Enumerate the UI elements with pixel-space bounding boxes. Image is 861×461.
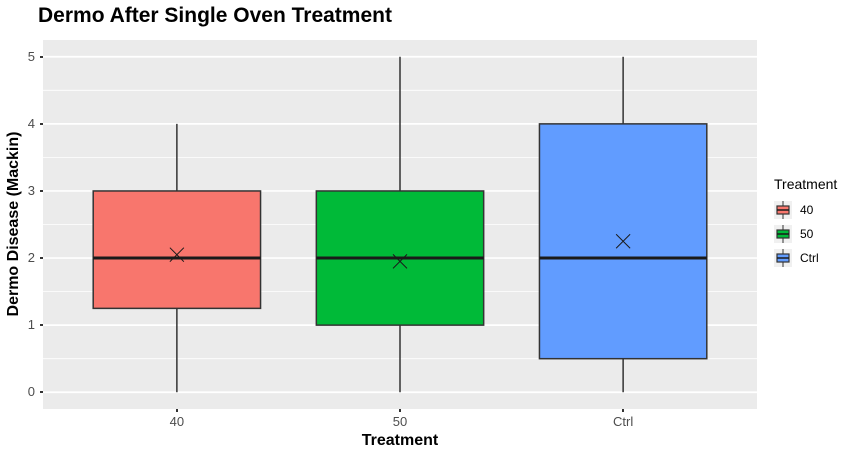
- legend-item-50: 50: [774, 225, 837, 243]
- legend-label: 40: [800, 203, 814, 217]
- boxplot-canvas: [43, 55, 757, 394]
- y-tick-label-1: 1: [27, 317, 35, 333]
- x-tick-label-40: 40: [169, 414, 185, 429]
- mean-marker: [615, 233, 631, 249]
- y-tick-mark: [40, 391, 43, 394]
- legend-item-40: 40: [774, 201, 837, 219]
- legend: Treatment 40 50 Ctrl: [774, 176, 837, 273]
- y-tick-mark: [40, 55, 43, 58]
- y-tick-label-0: 0: [27, 384, 35, 400]
- legend-items: 40 50 Ctrl: [774, 201, 837, 267]
- chart-title: Dermo After Single Oven Treatment: [38, 4, 392, 27]
- legend-key-boxplot-icon: [774, 225, 792, 243]
- legend-key-boxplot-icon: [774, 201, 792, 219]
- x-tick-label-50: 50: [392, 414, 408, 429]
- x-tick-mark: [399, 409, 401, 412]
- y-tick-mark: [40, 122, 43, 125]
- y-tick-label-4: 4: [27, 115, 35, 131]
- legend-item-Ctrl: Ctrl: [774, 249, 837, 267]
- x-axis-title: Treatment: [361, 432, 439, 449]
- x-tick-mark: [175, 409, 178, 412]
- y-axis-title: Dermo Disease (Mackin): [5, 131, 22, 317]
- legend-title: Treatment: [774, 176, 838, 192]
- y-tick-mark: [40, 257, 43, 260]
- mean-marker: [392, 254, 408, 269]
- plot-panel: [43, 40, 757, 409]
- x-tick-mark: [622, 409, 625, 412]
- legend-key-boxplot-icon: [774, 249, 792, 267]
- y-tick-label-3: 3: [27, 182, 35, 198]
- mean-marker: [169, 247, 185, 263]
- legend-label: Ctrl: [800, 251, 819, 265]
- y-tick-label-5: 5: [27, 48, 35, 64]
- y-tick-label-2: 2: [27, 250, 35, 266]
- box-40: [92, 190, 262, 310]
- x-tick-label-Ctrl: Ctrl: [613, 414, 634, 429]
- y-tick-mark: [40, 189, 43, 192]
- y-tick-mark: [40, 324, 43, 327]
- legend-label: 50: [800, 227, 814, 241]
